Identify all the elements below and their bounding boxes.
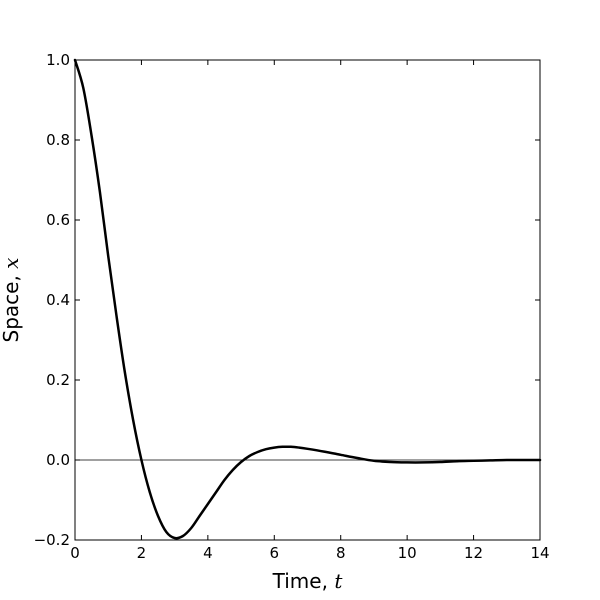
y-tick-label: 0.0 [46,451,70,469]
x-tick-label: 2 [137,544,147,562]
x-tick-label: 12 [464,544,483,562]
y-axis-label: Space, x [0,258,23,343]
series-layer [73,58,542,540]
y-tick-label: −0.2 [34,531,70,549]
x-tick-label: 4 [203,544,213,562]
x-tick-label: 0 [70,544,80,562]
y-tick-label: 1.0 [46,51,70,69]
y-axis-ticks: −0.2 0.0 0.2 0.4 0.6 0.8 1.0 [34,51,540,549]
y-tick-label: 0.2 [46,371,70,389]
x-tick-label: 8 [336,544,346,562]
x-axis-variable: t [334,569,343,593]
y-tick-label: 0.6 [46,211,70,229]
y-tick-label: 0.4 [46,291,70,309]
y-tick-label: 0.8 [46,131,70,149]
x-tick-label: 10 [398,544,417,562]
y-axis-variable: x [0,258,23,269]
plot-frame [74,59,541,541]
x-tick-label: 6 [270,544,280,562]
x-axis-label: Time, t [272,569,344,593]
series-line-0 [73,58,542,540]
x-axis-ticks: 0 2 4 6 8 10 12 14 [70,60,550,562]
x-tick-label: 14 [530,544,549,562]
